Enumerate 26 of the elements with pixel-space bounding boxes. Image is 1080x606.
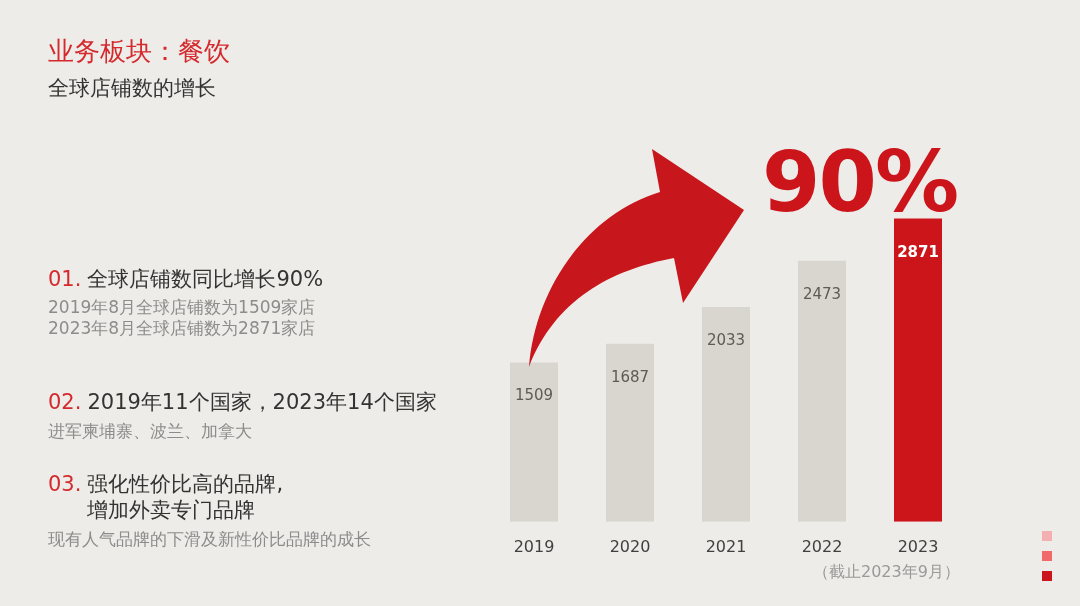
data-label: 1687	[610, 367, 650, 386]
text: （截止2023年9月）	[813, 562, 960, 582]
bar	[510, 362, 558, 522]
text: 现有人气品牌的下滑及新性价比品牌的成长	[48, 529, 371, 551]
annotation: 90%	[762, 133, 958, 231]
text: 全球店铺数的增长	[48, 75, 216, 102]
bar	[606, 343, 654, 522]
data-label: 2033	[706, 331, 746, 350]
x-tick-label: 2019	[513, 536, 555, 556]
text: 2019年8月全球店铺数为1509家店	[48, 297, 316, 319]
text: 03. 强化性价比高的品牌, 增加外卖专门品牌	[48, 471, 284, 524]
bar	[894, 218, 942, 522]
text: 进军柬埔寨、波兰、加拿大	[48, 421, 252, 443]
x-tick-label: 2020	[609, 536, 651, 556]
bar	[798, 260, 846, 522]
x-tick-label: 2023	[897, 536, 939, 556]
data-label: 2473	[802, 284, 842, 303]
data-label: 2871	[897, 242, 939, 261]
x-tick-label: 2022	[801, 536, 843, 556]
text: 01. 全球店铺数同比增长90%	[48, 266, 324, 293]
data-label: 1509	[514, 386, 554, 405]
x-tick-label: 2021	[705, 536, 747, 556]
bar	[702, 307, 750, 522]
text: 2023年8月全球店铺数为2871家店	[48, 318, 316, 340]
text: 02. 2019年11个国家，2023年14个国家	[48, 389, 437, 416]
text: 业务板块：餐饮	[48, 35, 230, 68]
